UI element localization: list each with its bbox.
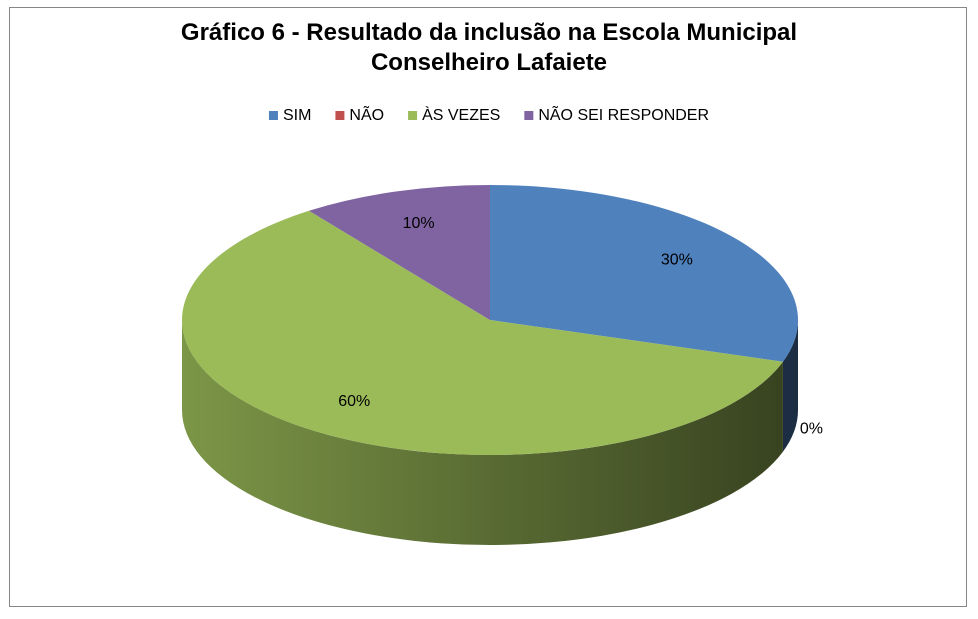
legend-swatch <box>408 111 418 120</box>
data-label: 10% <box>403 215 435 232</box>
legend-item: ÀS VEZES <box>408 105 500 124</box>
legend-label: SIM <box>283 107 311 124</box>
legend-label: ÀS VEZES <box>422 105 500 124</box>
legend-item: SIM <box>268 107 311 124</box>
data-label: 60% <box>338 393 370 410</box>
legend-swatch <box>524 111 534 120</box>
slice <box>182 210 783 455</box>
legend-item: NÃO <box>335 104 384 124</box>
title-box: Gráfico 6 - Resultado da inclusão na Esc… <box>0 18 978 78</box>
legend-label: NÃO <box>349 104 384 124</box>
legend-label: NÃO SEI RESPONDER <box>538 104 709 124</box>
slice <box>490 185 798 362</box>
chart-title: Gráfico 6 - Resultado da inclusão na Esc… <box>180 19 798 76</box>
data-label: 0% <box>800 421 823 438</box>
legend-swatch <box>335 111 345 120</box>
slice-side <box>181 320 783 546</box>
legend-swatch <box>268 111 278 120</box>
data-label: 30% <box>661 252 693 269</box>
chart-frame <box>9 7 967 607</box>
slice <box>308 185 490 320</box>
slice-side <box>782 320 798 452</box>
legend-item: NÃO SEI RESPONDER <box>524 104 709 124</box>
